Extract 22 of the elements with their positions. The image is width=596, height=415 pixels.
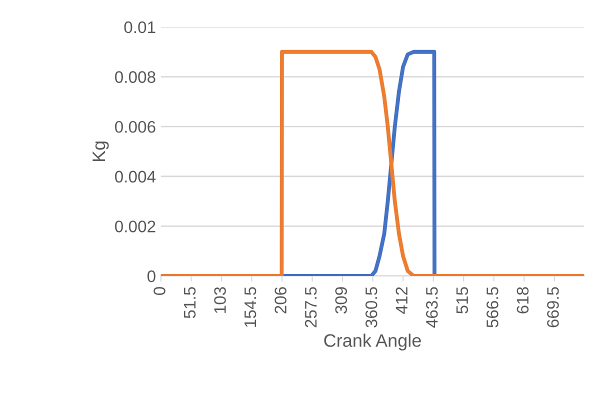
x-tick-label: 669.5 [547, 287, 559, 328]
x-tick-label: 515 [456, 287, 468, 314]
x-tick-label: 154.5 [244, 287, 256, 327]
x-axis-title: Crank Angle [324, 334, 421, 350]
x-tick-label: 103 [214, 287, 226, 313]
x-tick-label: 206 [274, 287, 286, 314]
x-tick-label: 51.5 [184, 287, 196, 318]
x-tick-label: 360.5 [365, 287, 378, 328]
y-axis-title: Kg [92, 142, 109, 162]
x-tick-label: 309 [335, 287, 347, 314]
x-tick-label: 257.5 [304, 287, 317, 328]
x-tick-label: 412 [396, 287, 408, 314]
x-tick-label: 0 [154, 287, 166, 296]
y-tick-label: 0.006 [115, 120, 156, 133]
y-tick-label: 0.002 [115, 220, 156, 232]
x-tick-label: 463.5 [426, 287, 438, 328]
y-tick-label: 0 [147, 270, 156, 282]
x-tick-label: 566.5 [486, 287, 498, 328]
x-tick-label: 618 [516, 287, 529, 314]
y-tick-label: 0.01 [124, 21, 156, 34]
y-tick-label: 0.008 [115, 71, 156, 83]
y-tick-label: 0.004 [115, 170, 156, 183]
